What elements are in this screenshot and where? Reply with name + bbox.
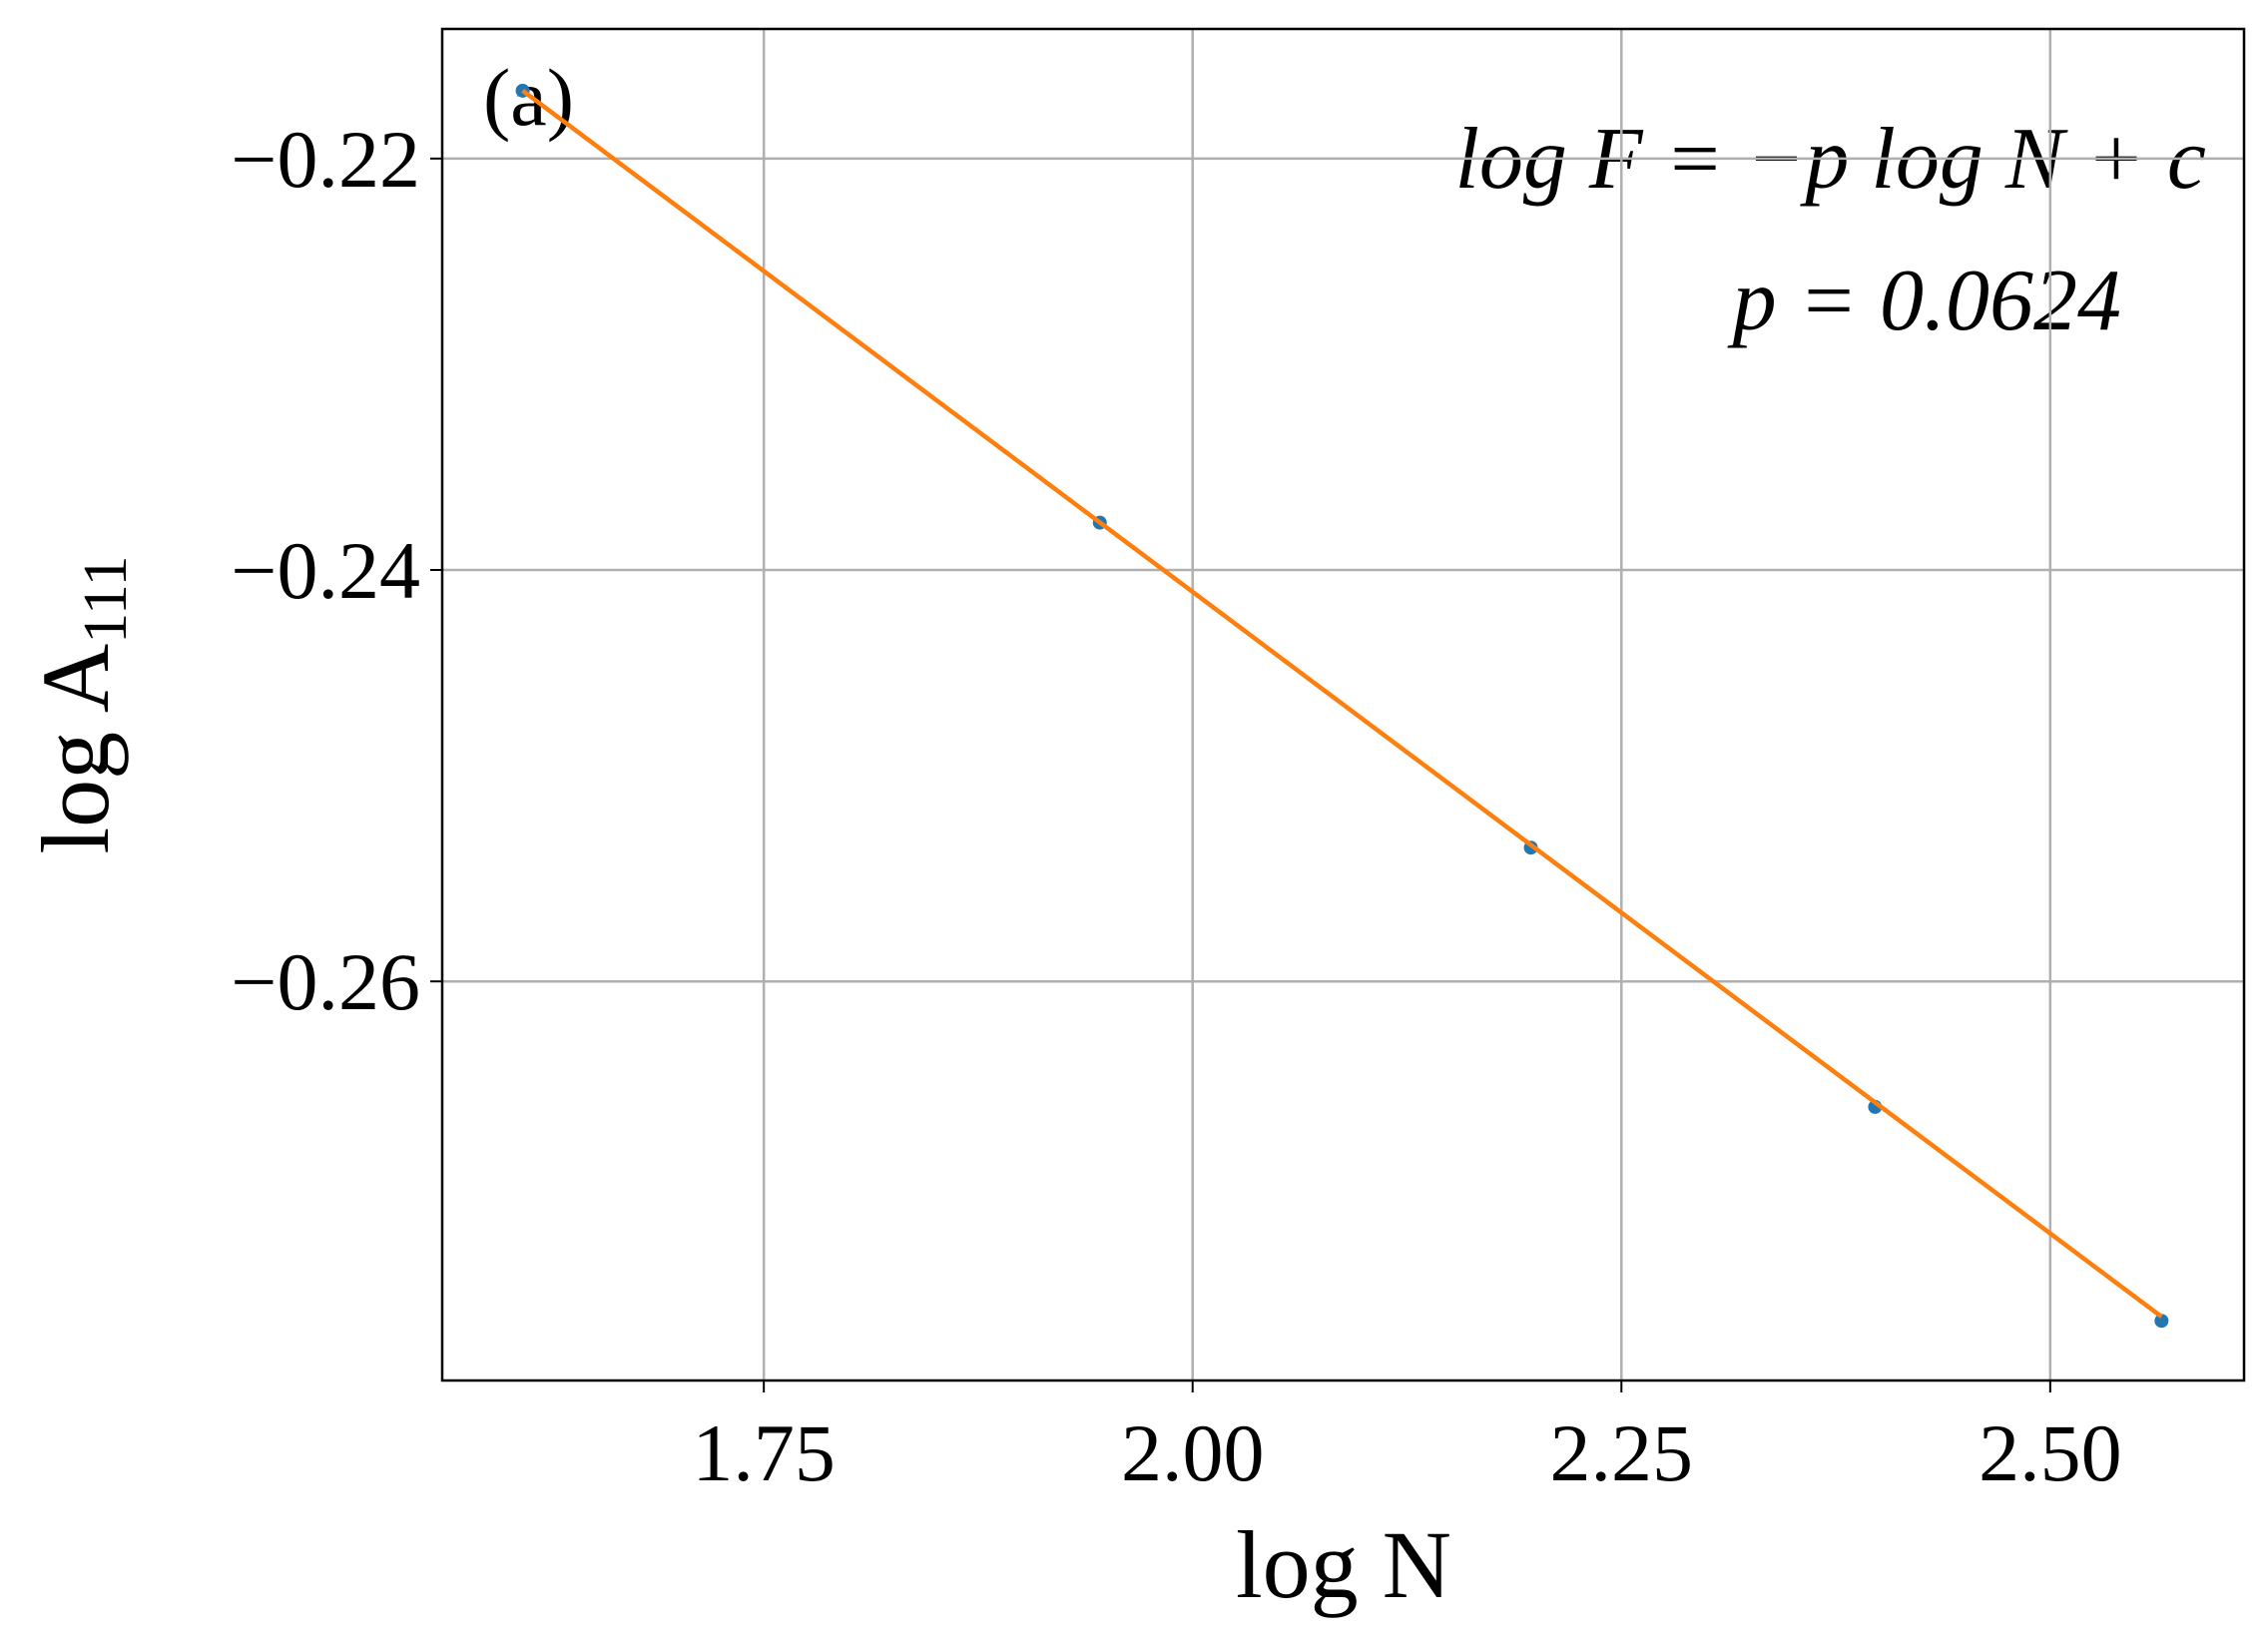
data-point: [2154, 1314, 2169, 1329]
y-tick-label: −0.24: [231, 525, 420, 616]
x-tick-label: 1.75: [692, 1407, 836, 1498]
x-tick-label: 2.50: [1979, 1407, 2122, 1498]
y-axis-label: log A111: [22, 555, 140, 853]
x-tick-label: 2.00: [1121, 1407, 1265, 1498]
y-axis-label-sub: 111: [72, 555, 140, 643]
y-axis-label-group: log A111: [22, 555, 140, 853]
x-tick-label: 2.25: [1550, 1407, 1694, 1498]
y-tick-label: −0.26: [231, 936, 420, 1027]
fit-line: [521, 89, 2163, 1319]
plot-frame: [440, 27, 2246, 1382]
y-tick-label: −0.22: [231, 114, 420, 205]
y-axis-label-text: log A: [22, 644, 129, 854]
x-axis-label: log N: [1236, 1511, 1451, 1618]
annotation: p = 0.0624: [1727, 253, 2121, 349]
